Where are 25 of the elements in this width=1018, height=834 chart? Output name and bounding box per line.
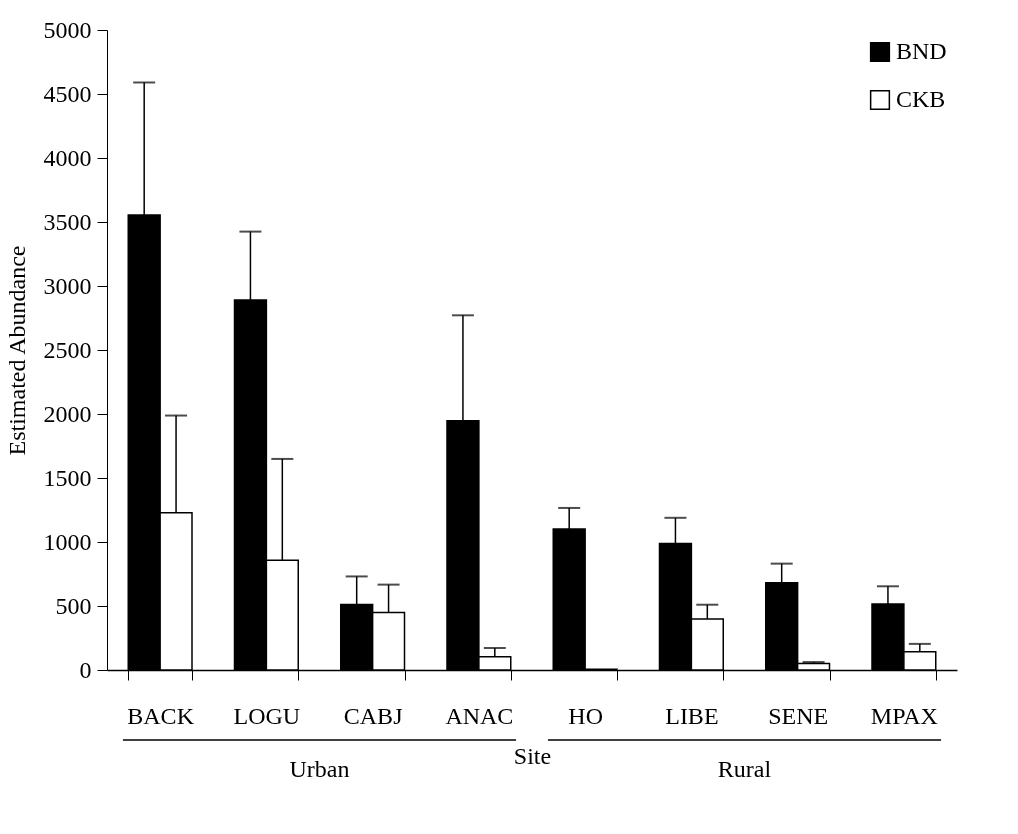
y-tick-label: 500 [55, 592, 92, 619]
y-axis-title: Estimated Abundance [3, 245, 30, 456]
text: Urban [289, 756, 350, 782]
text: Rural [717, 756, 772, 782]
x-tick-label: SENE [768, 702, 829, 729]
y-tick-label: 5000 [43, 16, 92, 43]
legend-label: CKB [896, 86, 946, 112]
y-tick-label: 4500 [43, 80, 92, 107]
x-tick-label: ANAC [445, 702, 514, 729]
y-tick-label: 2500 [43, 336, 92, 363]
x-tick-label: MPAX [870, 702, 938, 729]
x-tick-label: BACK [127, 702, 195, 729]
y-tick-label: 4000 [43, 144, 92, 171]
x-tick-label: LIBE [665, 702, 719, 729]
legend-label: BND [896, 38, 947, 64]
x-tick-label: CABJ [343, 702, 403, 729]
y-tick-label: 1500 [43, 464, 92, 491]
x-tick-label: HO [568, 702, 603, 729]
y-tick-label: 0 [79, 656, 92, 683]
x-axis-title: Site [513, 742, 552, 769]
y-tick-label: 1000 [43, 528, 92, 555]
y-tick-label: 3000 [43, 272, 92, 299]
x-tick-label: LOGU [233, 702, 301, 729]
y-tick-label: 3500 [43, 208, 92, 235]
y-tick-label: 2000 [43, 400, 92, 427]
